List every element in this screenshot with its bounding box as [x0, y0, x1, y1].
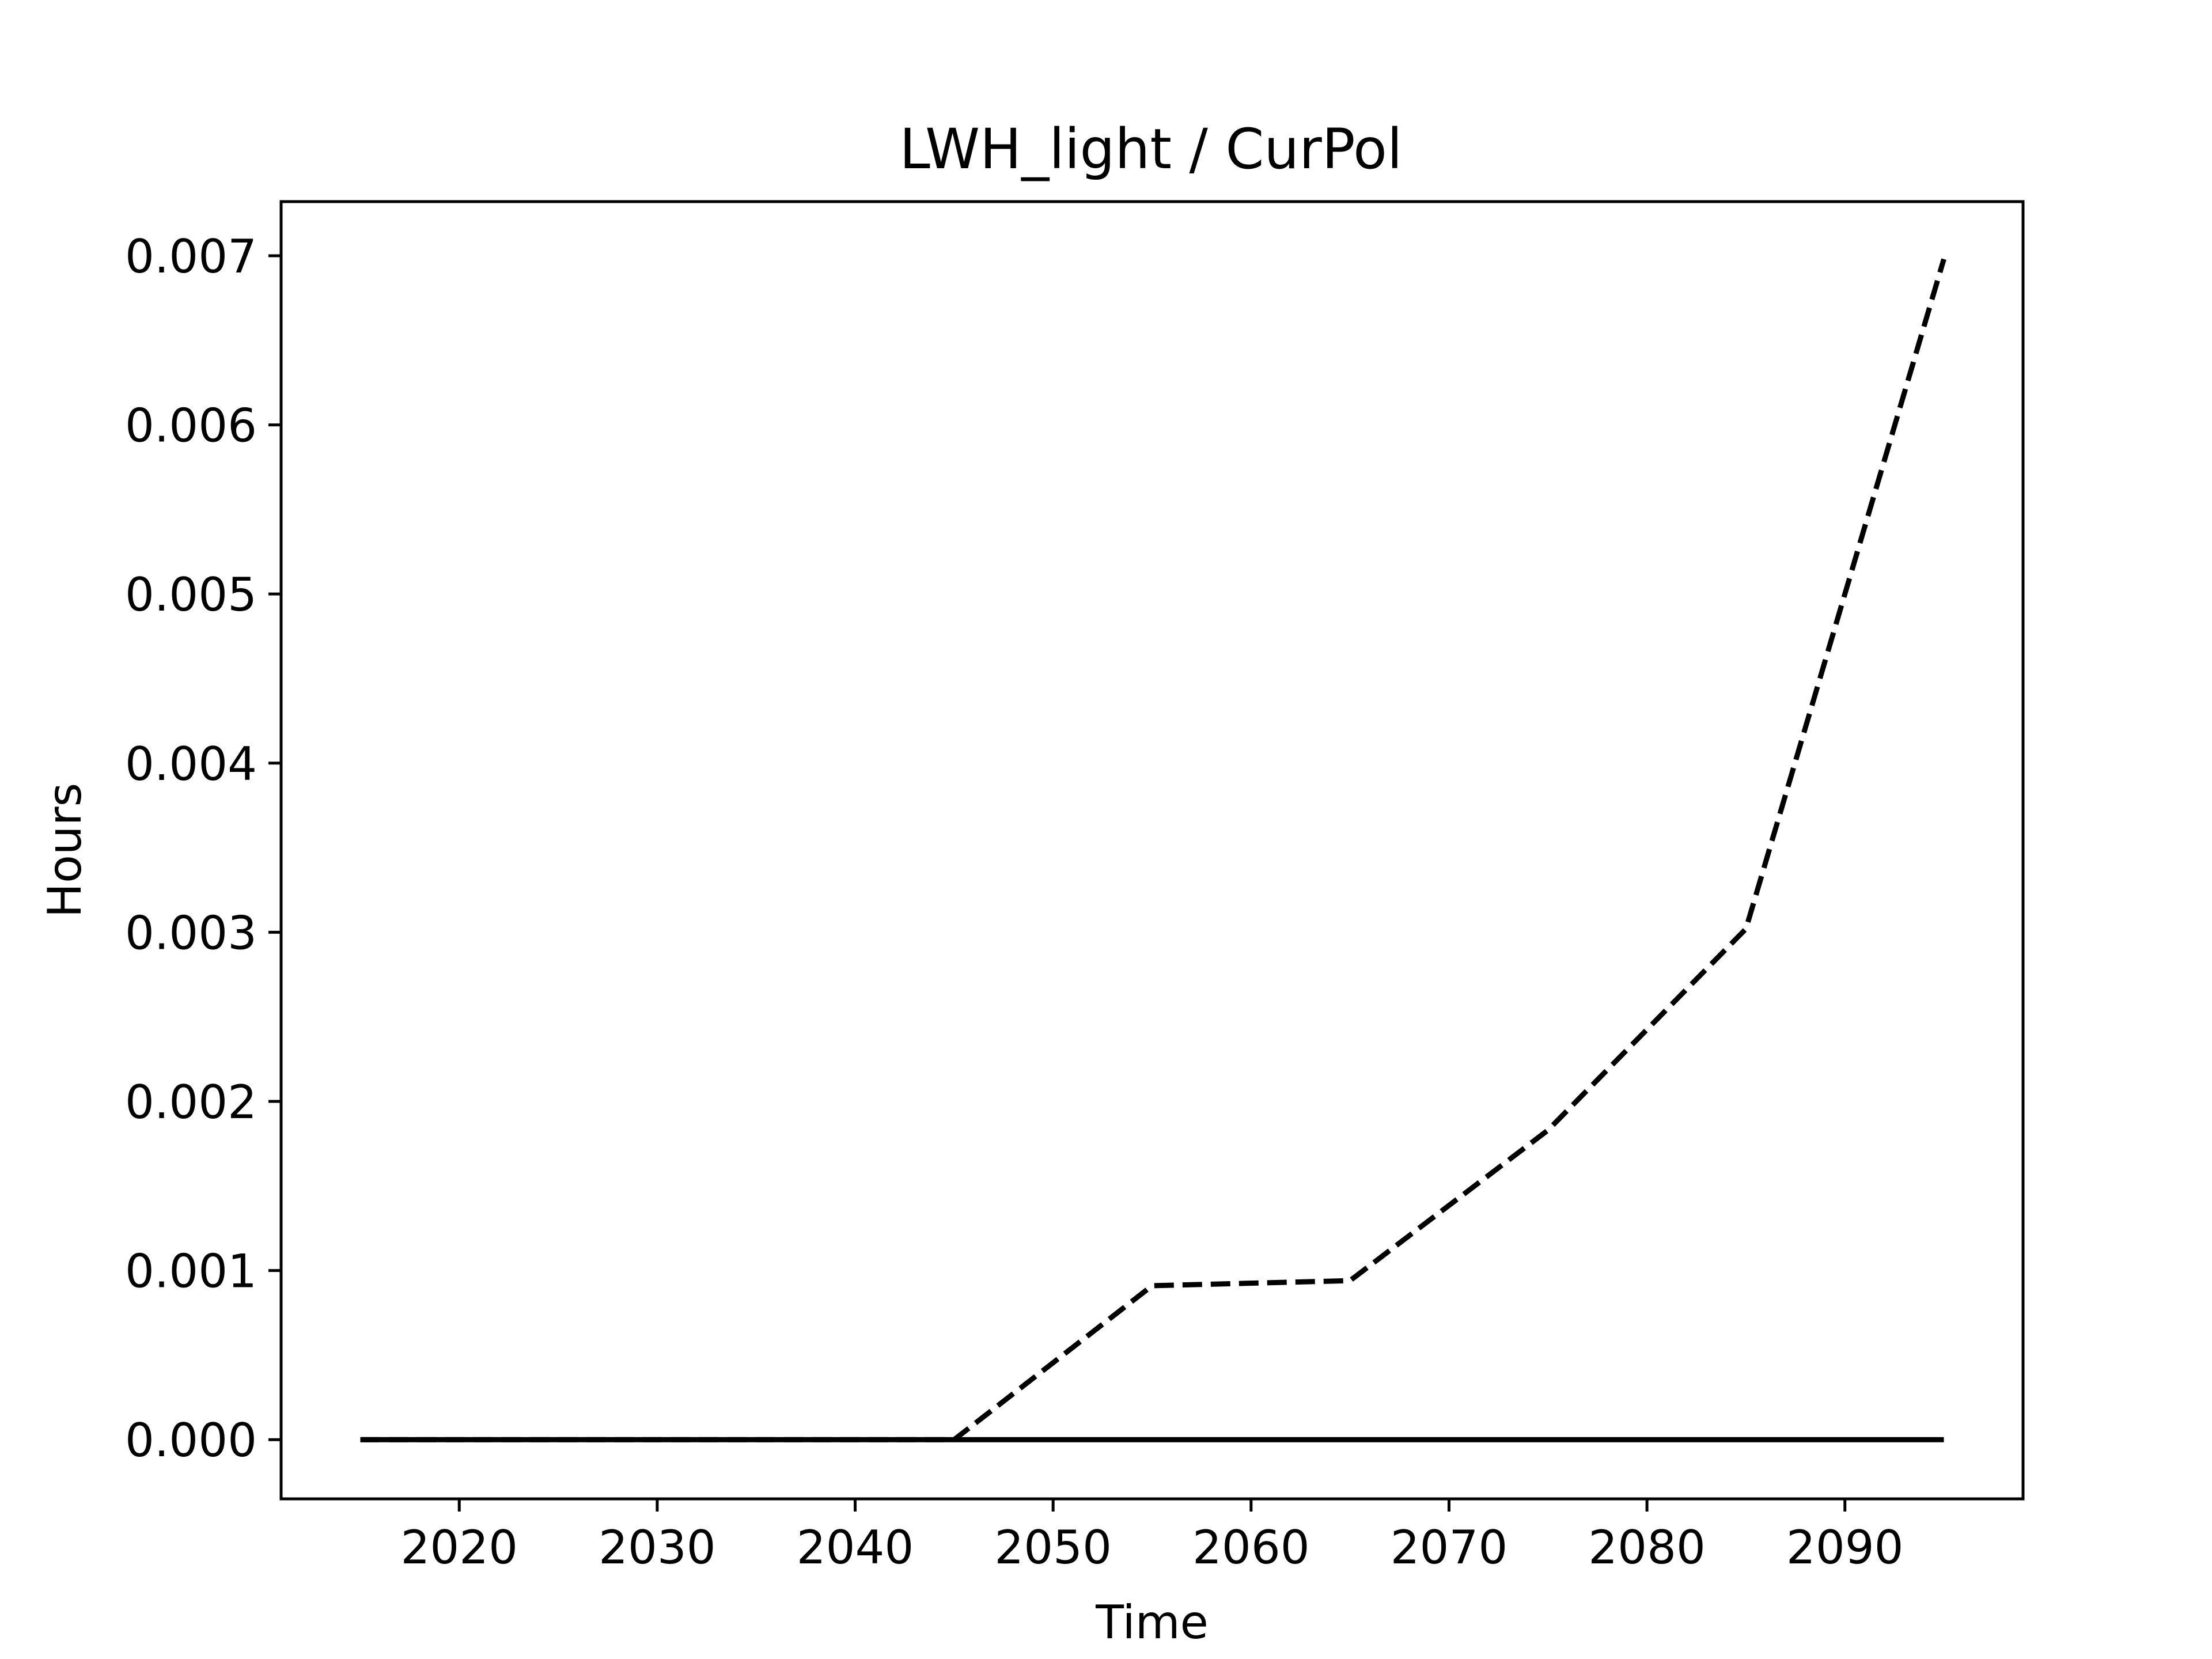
x-tick-label: 2070 [1391, 1521, 1508, 1574]
y-axis: 0.000 0.001 0.002 0.003 0.004 0.005 0.006 0.007 [125, 230, 281, 1467]
x-tick-label: 2030 [599, 1521, 716, 1574]
chart-title: LWH_light / CurPol [899, 117, 1402, 181]
x-axis: 2020 2030 2040 2050 2060 2070 2080 2090 [400, 1499, 1904, 1574]
x-tick-label: 2080 [1588, 1521, 1706, 1574]
x-tick-label: 2090 [1786, 1521, 1904, 1574]
y-tick-label: 0.000 [125, 1414, 257, 1467]
x-axis-label: Time [1095, 1596, 1209, 1649]
x-tick-label: 2020 [400, 1521, 518, 1574]
y-tick-label: 0.006 [125, 399, 257, 453]
y-tick-label: 0.001 [125, 1245, 257, 1298]
y-tick-label: 0.004 [125, 737, 257, 791]
y-tick-label: 0.002 [125, 1075, 257, 1129]
y-tick-label: 0.007 [125, 230, 257, 283]
y-axis-label: Hours [38, 783, 92, 918]
plot-area [360, 258, 1946, 1442]
plot-frame [279, 200, 2025, 1501]
y-tick-label: 0.005 [125, 568, 257, 622]
x-tick-label: 2050 [994, 1521, 1112, 1574]
y-tick-label: 0.003 [125, 906, 257, 960]
x-tick-label: 2040 [797, 1521, 914, 1574]
x-tick-label: 2060 [1192, 1521, 1310, 1574]
